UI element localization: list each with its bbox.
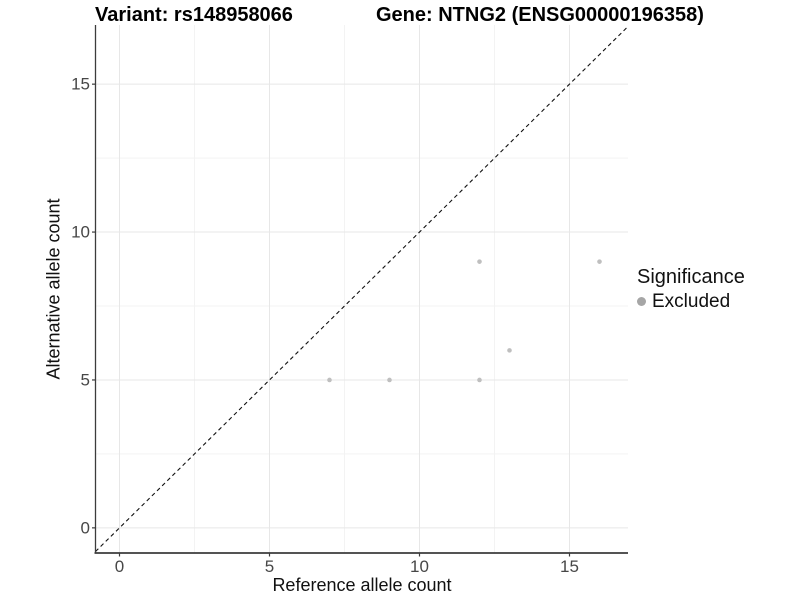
legend-point-marker — [637, 297, 646, 306]
legend: Significance Excluded — [637, 266, 745, 312]
plot-title-variant: Variant: rs148958066 — [95, 4, 293, 26]
identity-line — [95, 26, 629, 552]
x-tick-label: 10 — [410, 557, 429, 576]
data-point — [477, 259, 482, 264]
y-tick-label: 0 — [80, 518, 90, 538]
x-tick-label: 5 — [264, 557, 275, 576]
x-axis-title: Reference allele count — [272, 575, 452, 595]
legend-title: Significance — [637, 266, 745, 288]
data-point — [597, 259, 602, 264]
plot-title-gene: Gene: NTNG2 (ENSG00000196358) — [376, 4, 704, 26]
data-point — [327, 377, 332, 383]
legend-item-label: Excluded — [652, 291, 731, 312]
data-point — [507, 348, 512, 353]
data-point — [387, 377, 392, 383]
legend-item-excluded: Excluded — [637, 291, 745, 312]
data-point — [477, 377, 482, 383]
x-tick-label: 15 — [560, 557, 579, 576]
y-tick-label: 10 — [71, 222, 90, 242]
x-tick-label: 0 — [114, 557, 125, 576]
y-tick-label: 5 — [80, 370, 90, 390]
y-tick-label: 15 — [71, 74, 90, 94]
